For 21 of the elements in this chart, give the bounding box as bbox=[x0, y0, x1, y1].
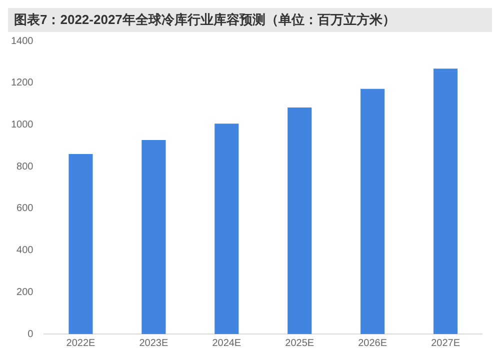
y-tick-label: 600 bbox=[16, 203, 34, 214]
x-tick-label: 2024E bbox=[212, 338, 242, 349]
bar bbox=[68, 154, 93, 334]
x-tick-label: 2026E bbox=[358, 338, 388, 349]
y-tick-label: 1400 bbox=[10, 36, 34, 47]
bar bbox=[360, 88, 385, 334]
y-tick-label: 0 bbox=[28, 328, 34, 340]
x-tick-label: 2022E bbox=[66, 338, 96, 349]
chart-title: 图表7：2022-2027年全球冷库行业库容预测（单位：百万立方米） bbox=[8, 8, 492, 32]
y-tick-label: 400 bbox=[16, 245, 34, 256]
bar bbox=[433, 68, 458, 334]
bar bbox=[214, 124, 239, 334]
x-tick-label: 2025E bbox=[285, 338, 314, 349]
y-tick-label: 200 bbox=[16, 286, 34, 298]
y-tick-label: 800 bbox=[16, 161, 34, 172]
y-tick-label: 1200 bbox=[10, 78, 34, 89]
y-tick-label: 1000 bbox=[10, 119, 34, 130]
bar bbox=[288, 108, 312, 334]
bar bbox=[142, 140, 166, 334]
x-tick-label: 2023E bbox=[139, 338, 168, 349]
x-tick-label: 2027E bbox=[431, 338, 460, 349]
